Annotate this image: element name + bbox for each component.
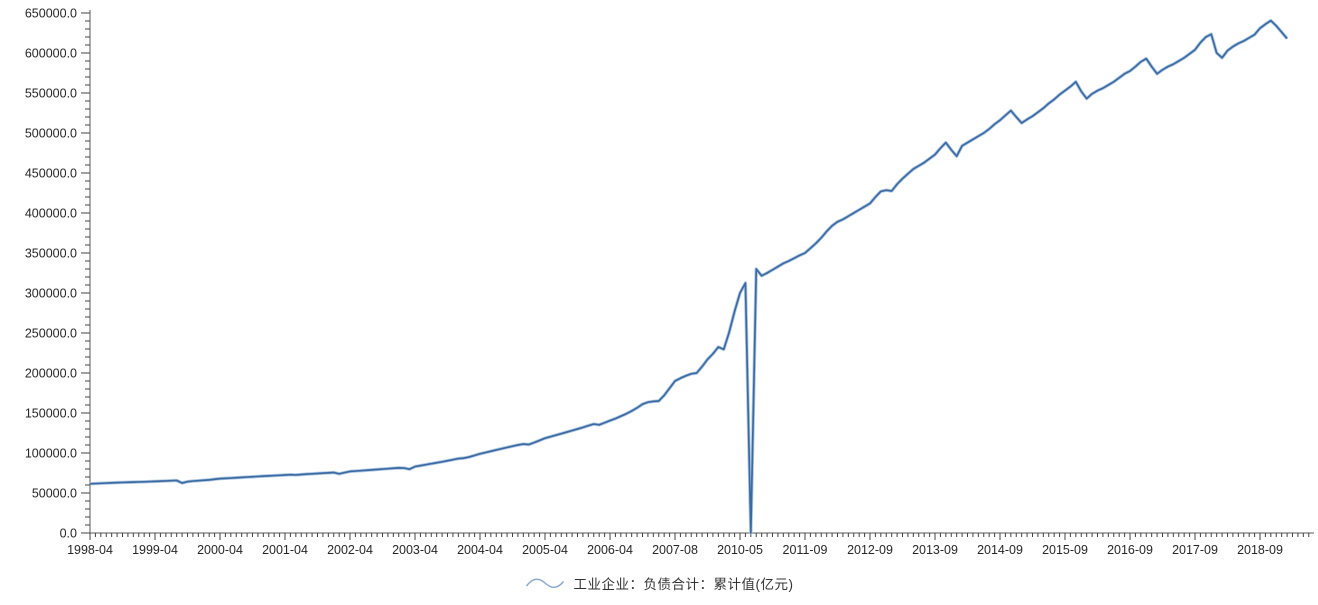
svg-text:2003-04: 2003-04 — [392, 543, 438, 557]
svg-text:650000.0: 650000.0 — [25, 7, 77, 21]
svg-text:2005-04: 2005-04 — [522, 543, 568, 557]
svg-text:350000.0: 350000.0 — [25, 247, 77, 261]
svg-text:200000.0: 200000.0 — [25, 367, 77, 381]
svg-text:2018-09: 2018-09 — [1237, 543, 1283, 557]
svg-text:2016-09: 2016-09 — [1107, 543, 1153, 557]
svg-text:1999-04: 1999-04 — [132, 543, 178, 557]
svg-text:300000.0: 300000.0 — [25, 287, 77, 301]
svg-text:0.0: 0.0 — [60, 527, 77, 541]
x-axis-ticks: 1998-04 1999-04 2000-04 2001-04 2002-04 2003-… — [67, 533, 1310, 557]
svg-text:250000.0: 250000.0 — [25, 327, 77, 341]
legend-label: 工业企业：负债合计：累计值(亿元) — [573, 577, 794, 592]
svg-text:2002-04: 2002-04 — [327, 543, 373, 557]
svg-text:1998-04: 1998-04 — [67, 543, 113, 557]
legend: 工业企业：负债合计：累计值(亿元) — [0, 568, 1318, 598]
svg-text:450000.0: 450000.0 — [25, 167, 77, 181]
svg-text:2014-09: 2014-09 — [977, 543, 1023, 557]
axes — [89, 10, 1314, 534]
svg-text:2001-04: 2001-04 — [262, 543, 308, 557]
svg-text:2012-09: 2012-09 — [847, 543, 893, 557]
svg-text:2015-09: 2015-09 — [1042, 543, 1088, 557]
svg-text:500000.0: 500000.0 — [25, 127, 77, 141]
svg-text:2017-09: 2017-09 — [1172, 543, 1218, 557]
svg-text:2007-08: 2007-08 — [652, 543, 698, 557]
series-line — [89, 18, 1289, 535]
svg-text:50000.0: 50000.0 — [32, 487, 77, 501]
svg-text:600000.0: 600000.0 — [25, 47, 77, 61]
svg-text:400000.0: 400000.0 — [25, 207, 77, 221]
svg-text:2006-04: 2006-04 — [587, 543, 633, 557]
svg-text:2004-04: 2004-04 — [457, 543, 503, 557]
plot-area: 0.0 50000.0 100000.0 150000.0 200000.0 250000… — [25, 7, 1314, 557]
line-series-icon — [525, 578, 564, 589]
svg-text:2010-05: 2010-05 — [717, 543, 763, 557]
svg-text:100000.0: 100000.0 — [25, 447, 77, 461]
svg-text:150000.0: 150000.0 — [25, 407, 77, 421]
svg-text:2013-09: 2013-09 — [912, 543, 958, 557]
svg-text:2011-09: 2011-09 — [783, 543, 828, 557]
svg-text:550000.0: 550000.0 — [25, 87, 77, 101]
y-axis-ticks: 0.0 50000.0 100000.0 150000.0 200000.0 250000… — [25, 7, 90, 541]
svg-text:2000-04: 2000-04 — [197, 543, 243, 557]
